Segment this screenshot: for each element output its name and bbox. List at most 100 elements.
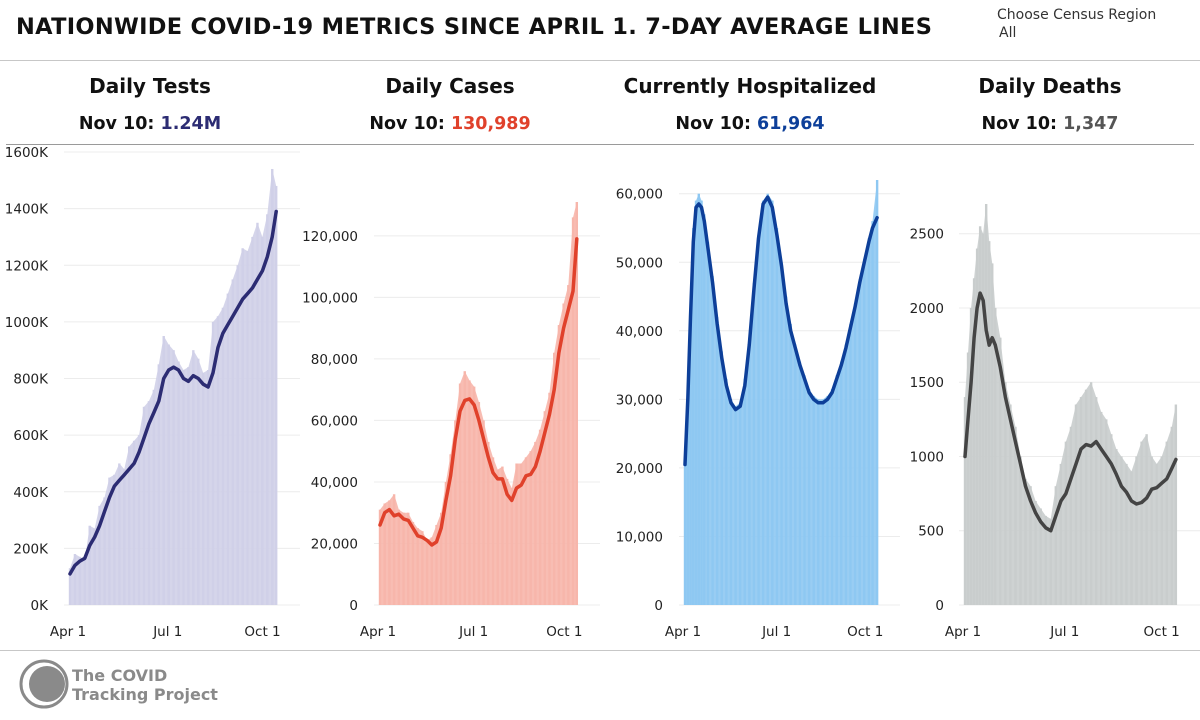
seven-day-average-line <box>963 291 1178 533</box>
y-tick-label: 1200K <box>5 258 49 274</box>
y-tick-label: 50,000 <box>616 255 663 271</box>
y-tick-label: 800K <box>13 372 49 388</box>
y-tick-label: 1400K <box>5 202 49 218</box>
daily-bar <box>411 521 415 605</box>
panel-latest: Nov 10: 1,347 <box>900 112 1200 136</box>
logo-text: The COVID Tracking Project <box>72 666 218 704</box>
daily-bar <box>999 337 1002 605</box>
daily-bar <box>978 226 982 605</box>
x-tick-label: Jul 1 <box>761 624 791 640</box>
daily-bar <box>562 303 565 605</box>
y-tick-label: 20,000 <box>616 461 663 477</box>
daily-bar <box>548 392 551 605</box>
daily-bar <box>256 222 259 605</box>
daily-bar <box>1009 404 1012 605</box>
daily-bar <box>113 474 116 605</box>
daily-bar <box>496 469 499 605</box>
y-tick-label: 1000 <box>910 449 944 465</box>
y-tick-label: 0K <box>31 598 50 614</box>
y-tick-label: 1600K <box>5 145 49 161</box>
daily-bar <box>784 296 788 605</box>
daily-bar <box>123 469 126 605</box>
daily-bar <box>567 285 570 605</box>
daily-bar <box>1094 397 1098 605</box>
daily-bar <box>752 282 756 605</box>
daily-bar <box>83 559 86 605</box>
daily-bar <box>132 440 136 605</box>
y-tick-label: 600K <box>13 428 49 444</box>
daily-bar <box>201 372 205 605</box>
daily-bar <box>142 406 146 605</box>
daily-bar <box>1079 397 1083 605</box>
y-tick-label: 500 <box>918 524 944 540</box>
daily-bar <box>251 236 254 605</box>
daily-bar <box>505 478 509 605</box>
daily-bar <box>266 214 269 605</box>
y-tick-label: 400K <box>13 485 49 501</box>
daily-bar <box>206 370 210 605</box>
daily-bar <box>468 380 471 605</box>
daily-bar <box>557 325 561 605</box>
daily-bar <box>715 317 719 605</box>
daily-bar <box>706 241 710 605</box>
daily-bar <box>472 386 476 605</box>
subheader-divider <box>6 144 1194 145</box>
daily-bar <box>226 293 230 605</box>
page-title: NATIONWIDE COVID-19 METRICS SINCE APRIL … <box>16 14 933 40</box>
y-tick-label: 120,000 <box>302 229 358 245</box>
daily-bar <box>137 435 141 605</box>
daily-bar <box>835 375 838 605</box>
latest-value: 61,964 <box>757 114 825 134</box>
daily-bar <box>803 375 806 605</box>
daily-bar <box>1120 456 1123 605</box>
daily-bar <box>963 397 967 605</box>
daily-bar <box>780 262 783 605</box>
daily-bar <box>416 528 419 605</box>
daily-bar <box>271 168 274 606</box>
daily-bar <box>482 420 485 605</box>
daily-bar <box>1160 456 1163 605</box>
daily-bar <box>700 200 703 605</box>
census-region-filter[interactable]: Choose Census Region All <box>997 6 1156 42</box>
daily-bar <box>1069 426 1073 605</box>
daily-bar <box>1074 404 1078 605</box>
logo-line-1: The COVID <box>72 666 168 685</box>
daily-bar <box>221 307 225 605</box>
panel-header-cases: Daily Cases Nov 10: 130,989 <box>300 72 600 136</box>
y-tick-label: 10,000 <box>616 529 663 545</box>
daily-bar <box>1024 478 1027 605</box>
daily-bar <box>538 429 542 605</box>
header-divider <box>0 60 1200 61</box>
latest-date: Nov 10: <box>369 114 445 134</box>
daily-bar <box>1044 515 1047 605</box>
y-tick-label: 0 <box>935 598 944 614</box>
daily-bar <box>817 399 820 605</box>
daily-bar <box>694 200 698 605</box>
daily-bar <box>711 275 714 605</box>
x-tick-label: Apr 1 <box>360 624 396 640</box>
daily-bar <box>487 441 490 605</box>
daily-bar <box>118 463 121 605</box>
daily-bar <box>236 265 239 605</box>
daily-bar <box>844 344 848 605</box>
covid-tracking-project-logo: The COVID Tracking Project <box>18 656 258 712</box>
daily-bar <box>520 463 523 605</box>
daily-bar <box>167 344 170 605</box>
daily-bar <box>241 248 244 605</box>
daily-bar <box>192 350 195 605</box>
daily-bar <box>1155 463 1158 605</box>
panel-header-tests: Daily Tests Nov 10: 1.24M <box>0 72 300 136</box>
charts-area: 0K 200K 400K 600K 800K 1000K 1200K 1400K 1600K Ap… <box>5 145 1200 640</box>
daily-bar <box>444 481 448 605</box>
daily-bar <box>1170 426 1174 605</box>
daily-bar <box>274 185 278 605</box>
x-tick-label: Oct 1 <box>1144 624 1180 640</box>
daily-bar <box>449 454 452 605</box>
daily-bar <box>524 457 528 605</box>
daily-bar <box>858 279 861 605</box>
daily-bar <box>216 316 220 605</box>
daily-bar <box>1059 463 1063 605</box>
filter-value[interactable]: All <box>999 25 1017 41</box>
daily-bar <box>1105 419 1108 605</box>
daily-bar <box>575 202 579 605</box>
